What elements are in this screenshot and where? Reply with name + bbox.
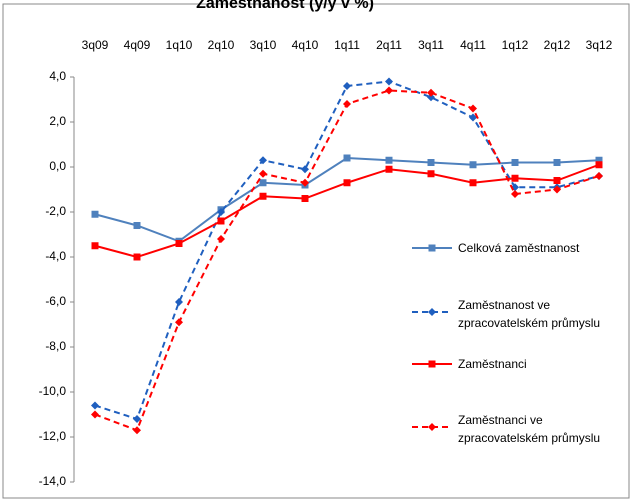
point — [343, 82, 351, 90]
point — [469, 104, 477, 113]
y-tick-label: -4,0 — [45, 249, 66, 263]
point — [301, 165, 309, 174]
point — [595, 161, 603, 169]
series-line — [94, 89, 600, 432]
point — [427, 93, 435, 102]
point — [385, 156, 393, 164]
legend-marker — [428, 360, 436, 368]
legend-marker — [428, 244, 436, 252]
x-tick-label: 4q09 — [124, 38, 151, 52]
x-tick-label: 1q11 — [334, 38, 360, 52]
y-tick-label: -2,0 — [45, 204, 66, 218]
point — [91, 410, 99, 419]
point — [595, 156, 603, 164]
point — [259, 179, 267, 187]
y-tick-label: -8,0 — [45, 339, 66, 353]
point — [595, 172, 603, 180]
point — [511, 174, 519, 182]
point — [91, 210, 99, 218]
point — [553, 185, 561, 194]
x-tick-label: 3q12 — [586, 38, 613, 52]
point — [469, 179, 477, 187]
point — [175, 240, 183, 247]
x-tick-label: 3q09 — [82, 38, 109, 52]
y-tick-label: 4,0 — [49, 69, 66, 83]
point — [259, 156, 267, 165]
point — [385, 77, 393, 86]
point — [301, 178, 309, 187]
legend-label: Zaměstnanci — [458, 357, 527, 371]
point — [217, 217, 225, 225]
point — [343, 154, 351, 162]
legend-label: Zaměstnanost ve zpracovatelském průmyslu — [458, 298, 601, 330]
point — [343, 100, 351, 108]
point — [217, 208, 225, 216]
point — [385, 165, 393, 173]
x-tick-label: 3q11 — [418, 38, 444, 52]
point — [133, 253, 141, 261]
point — [343, 179, 351, 187]
point — [217, 235, 225, 243]
x-tick-label: 1q10 — [166, 38, 193, 52]
x-tick-label: 2q11 — [376, 38, 402, 52]
point — [511, 190, 519, 198]
y-tick-label: 0,0 — [49, 159, 66, 173]
y-tick-label: -6,0 — [45, 294, 66, 308]
y-tick-label: 2,0 — [49, 114, 66, 128]
x-tick-label: 2q10 — [208, 38, 235, 52]
point — [553, 159, 561, 166]
point — [427, 88, 435, 97]
legend-label: Zaměstnanci ve zpracovatelském průmyslu — [458, 413, 601, 445]
point — [175, 318, 183, 327]
series-line — [94, 156, 600, 243]
x-tick-label: 1q12 — [502, 38, 529, 52]
y-tick-label: -14,0 — [39, 474, 67, 488]
x-tick-label: 4q10 — [292, 38, 319, 52]
point — [427, 159, 435, 166]
y-tick-label: -12,0 — [39, 429, 67, 443]
legend-marker — [428, 423, 436, 431]
point — [427, 170, 435, 178]
point — [301, 195, 309, 202]
legend-label: Celková zaměstnanost — [458, 241, 580, 255]
point — [259, 192, 267, 200]
point — [385, 86, 393, 95]
point — [175, 298, 183, 306]
point — [553, 177, 561, 184]
point — [133, 415, 141, 423]
point — [469, 161, 477, 169]
point — [511, 159, 519, 166]
point — [133, 426, 141, 435]
chart-title: Zaměstnanost (y/y v %) — [196, 0, 374, 12]
point — [91, 242, 99, 250]
point — [469, 113, 477, 122]
point — [91, 401, 99, 410]
x-tick-label: 4q11 — [460, 38, 486, 52]
x-tick-label: 3q10 — [250, 38, 277, 52]
point — [133, 222, 141, 229]
chart-border — [2, 3, 630, 499]
y-tick-label: -10,0 — [39, 384, 67, 398]
point — [259, 169, 267, 178]
x-tick-label: 2q12 — [544, 38, 571, 52]
legend-marker — [428, 308, 436, 316]
